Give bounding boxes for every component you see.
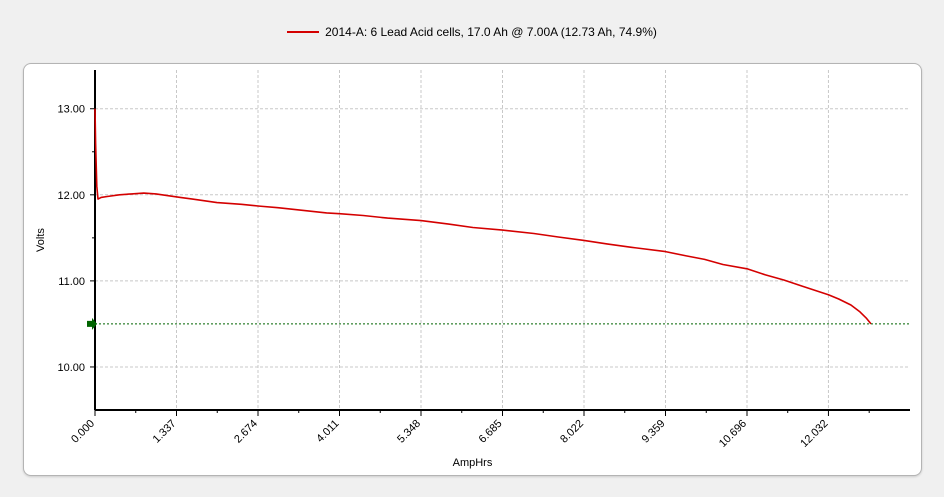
y-tick-label: 10.00: [57, 362, 85, 374]
x-tick-label: 8.022: [558, 418, 586, 446]
x-tick-label: 2.674: [232, 418, 260, 446]
x-tick-label: 0.000: [69, 418, 97, 446]
y-tick-label: 13.00: [57, 104, 85, 116]
cutoff-arrow-icon: [87, 317, 97, 330]
y-tick-label: 12.00: [57, 190, 85, 202]
y-tick-label: 11.00: [58, 276, 85, 288]
legend-swatch: [287, 31, 320, 33]
x-tick-label: 12.032: [798, 418, 830, 450]
legend-label: 2014-A: 6 Lead Acid cells, 17.0 Ah @ 7.0…: [325, 25, 657, 39]
x-tick-label: 4.011: [314, 418, 341, 445]
chart-legend: 2014-A: 6 Lead Acid cells, 17.0 Ah @ 7.0…: [0, 22, 944, 42]
x-tick-label: 1.337: [151, 418, 179, 446]
x-tick-label: 10.696: [717, 418, 749, 450]
line-chart: 0.000 1.337 2.674 4.011 5.348 6.685 8.022 9.359…: [35, 70, 910, 469]
chart-panel: 0.000 1.337 2.674 4.011 5.348 6.685 8.022 9.359…: [23, 63, 922, 476]
grid: [95, 70, 910, 410]
series-line: [94, 108, 872, 325]
x-axis-title: AmpHrs: [453, 457, 493, 469]
x-tick-label: 9.359: [640, 418, 668, 446]
x-tick-label: 5.348: [395, 418, 423, 446]
x-tick-label: 6.685: [477, 418, 505, 446]
y-axis-title: Volts: [35, 228, 47, 252]
